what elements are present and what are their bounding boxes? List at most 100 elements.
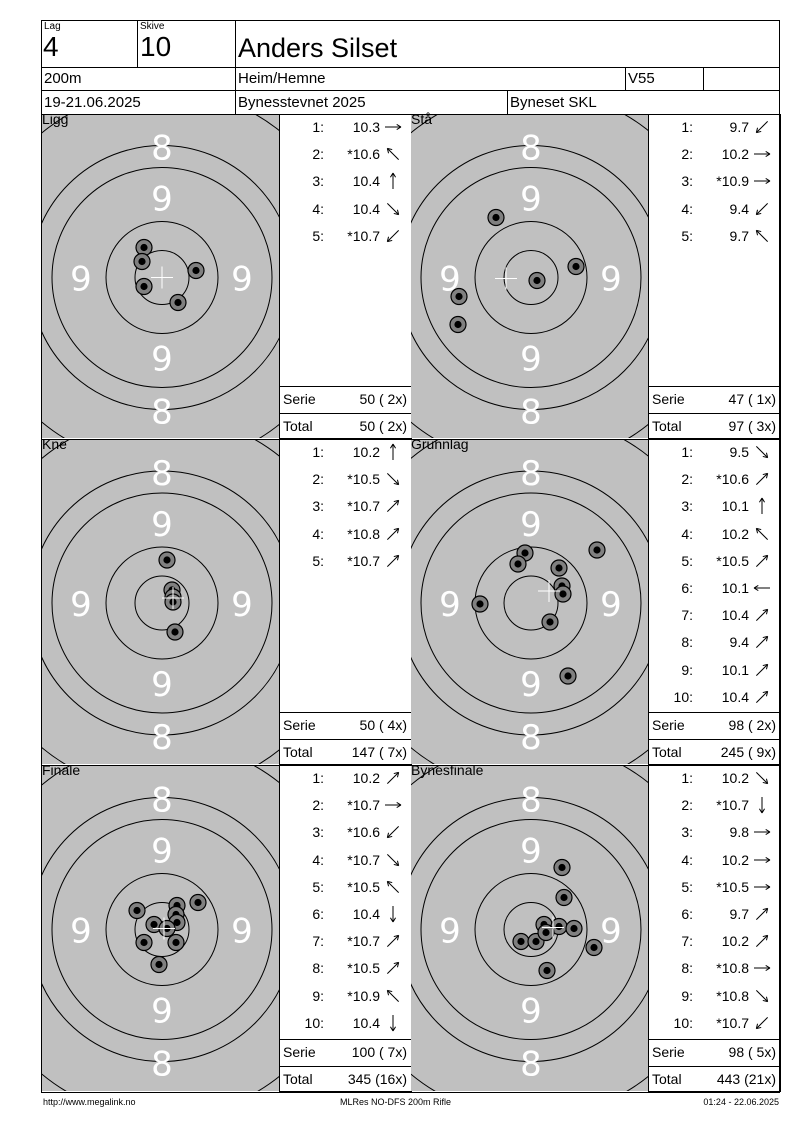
- club: Heim/Hemne: [238, 70, 326, 87]
- shot-score: *10.7: [716, 1014, 749, 1031]
- direction-arrow-icon: [754, 856, 771, 863]
- direction-arrow-icon: [758, 797, 766, 814]
- shot-row: 9: *10.8: [649, 986, 779, 1006]
- ring-number: 9: [600, 585, 622, 625]
- shot-score: *10.7: [347, 797, 380, 814]
- shot-row: 3: *10.7: [280, 496, 410, 516]
- target-kne: 8 9 9 9 9 8 Kne: [42, 436, 280, 764]
- organizer: Byneset SKL: [510, 94, 597, 111]
- shot-row: 5: *10.5: [649, 877, 779, 897]
- shot-row: 4: 10.2: [649, 524, 779, 544]
- footer-url[interactable]: http://www.megalink.no: [43, 1097, 136, 1107]
- target-face: 899 998: [42, 440, 280, 764]
- shot-score: *10.8: [716, 987, 749, 1004]
- serie-row: Serie 50 ( 4x): [280, 712, 410, 738]
- serie-row-label: Serie: [652, 717, 685, 733]
- shot-score: 10.2: [721, 933, 749, 950]
- shot-number: 2:: [312, 146, 324, 163]
- serie-row-label: Serie: [283, 391, 316, 407]
- shot-number: 4:: [681, 525, 693, 542]
- shot-number: 2:: [681, 797, 693, 814]
- direction-arrow-icon: [755, 609, 769, 622]
- target-finale: 8 9 9 9 9 8 Finale: [42, 762, 280, 1091]
- target-title: Stå: [411, 111, 433, 127]
- shot-row: 7: *10.7: [280, 931, 410, 951]
- shot-number: 5:: [681, 227, 693, 244]
- ring-number: 8: [151, 1045, 173, 1085]
- direction-arrow-icon: [755, 445, 769, 459]
- footer-divider: [41, 1092, 780, 1093]
- shot-score: 10.2: [721, 770, 749, 786]
- target-title: Grunnlag: [411, 436, 469, 452]
- shot-hole: [133, 252, 151, 271]
- target-face: 899 998: [411, 115, 649, 438]
- direction-arrow-icon: [386, 771, 400, 785]
- shot-row: 1: 9.5: [649, 442, 779, 462]
- shot-number: 9:: [312, 987, 324, 1004]
- shot-score: 9.7: [729, 227, 749, 244]
- ring-number: 9: [151, 992, 173, 1032]
- serie-row: Serie 98 ( 2x): [649, 712, 779, 738]
- shot-row: 9: *10.9: [280, 986, 410, 1006]
- total-row-value: 345 (16x): [347, 1071, 407, 1087]
- total-row-label: Total: [652, 418, 682, 434]
- target-face: 899 998: [411, 440, 649, 764]
- shot-score: *10.9: [347, 987, 380, 1004]
- serie-row: Serie 100 ( 7x): [280, 1039, 410, 1065]
- target-face: 899 998: [42, 766, 280, 1091]
- ring-number: 9: [151, 180, 173, 220]
- direction-arrow-icon: [755, 473, 769, 486]
- shot-score: 10.2: [721, 851, 749, 868]
- target-ligg: 8 9 9 9 9 8 Ligg: [42, 111, 280, 438]
- shot-number: 3:: [312, 498, 324, 515]
- ring-number: 9: [439, 912, 461, 952]
- shot-hole: [550, 559, 568, 577]
- shot-score: 10.1: [721, 580, 749, 596]
- target-sta: 8 9 9 9 9 8 Stå: [411, 111, 649, 438]
- group-center-cross: [153, 917, 175, 940]
- shot-score: *10.5: [347, 878, 380, 895]
- direction-arrow-icon: [389, 443, 397, 460]
- shot-list-bynesfinale: 1: 10.2 2: *10.7 3: 9.8 4: 10.2 5: *10.5 6: 9.7 7: 10…: [648, 765, 781, 1092]
- shot-hole: [471, 595, 489, 613]
- total-row-value: 97 ( 3x): [728, 418, 776, 434]
- direction-arrow-icon: [755, 935, 769, 948]
- shot-row: 5: 9.7: [649, 226, 779, 246]
- shot-row: 2: *10.7: [649, 795, 779, 815]
- direction-arrow-icon: [755, 120, 769, 134]
- total-row-label: Total: [652, 744, 682, 760]
- shot-hole: [449, 315, 467, 334]
- shot-score: 9.5: [729, 444, 749, 460]
- direction-arrow-icon: [389, 173, 397, 190]
- shot-row: 7: 10.2: [649, 931, 779, 951]
- direction-arrow-icon: [755, 907, 769, 921]
- shot-number: 3:: [681, 173, 693, 190]
- shot-score: *10.6: [716, 471, 749, 488]
- shot-row: 3: 10.1: [649, 496, 779, 516]
- shot-score: 9.4: [729, 200, 749, 217]
- ring-number: 9: [70, 912, 92, 952]
- shot-score: *10.8: [716, 960, 749, 977]
- direction-arrow-icon: [755, 1016, 769, 1029]
- serie-row-value: 98 ( 2x): [728, 717, 776, 733]
- shot-score: *10.7: [347, 933, 380, 950]
- shot-hole: [187, 261, 205, 280]
- shot-row: 6: 10.1: [649, 578, 779, 598]
- direction-arrow-icon: [755, 636, 769, 649]
- shot-number: 6:: [681, 906, 693, 922]
- ring-number: 8: [151, 393, 173, 433]
- serie-row-value: 50 ( 4x): [359, 717, 407, 733]
- shot-score: 10.4: [352, 906, 380, 922]
- direction-arrow-icon: [753, 584, 770, 592]
- shot-row: 2: *10.5: [280, 469, 410, 489]
- ring-number: 9: [70, 260, 92, 300]
- total-row: Total 345 (16x): [280, 1066, 410, 1092]
- shot-score: 10.4: [352, 173, 380, 190]
- shot-hole: [585, 938, 603, 957]
- shot-score: 10.1: [721, 498, 749, 515]
- distance: 200m: [44, 70, 82, 87]
- shot-number: 8:: [681, 634, 693, 651]
- target-title: Bynesfinale: [411, 762, 484, 778]
- shot-score: *10.8: [347, 525, 380, 542]
- shot-score: 10.4: [721, 607, 749, 624]
